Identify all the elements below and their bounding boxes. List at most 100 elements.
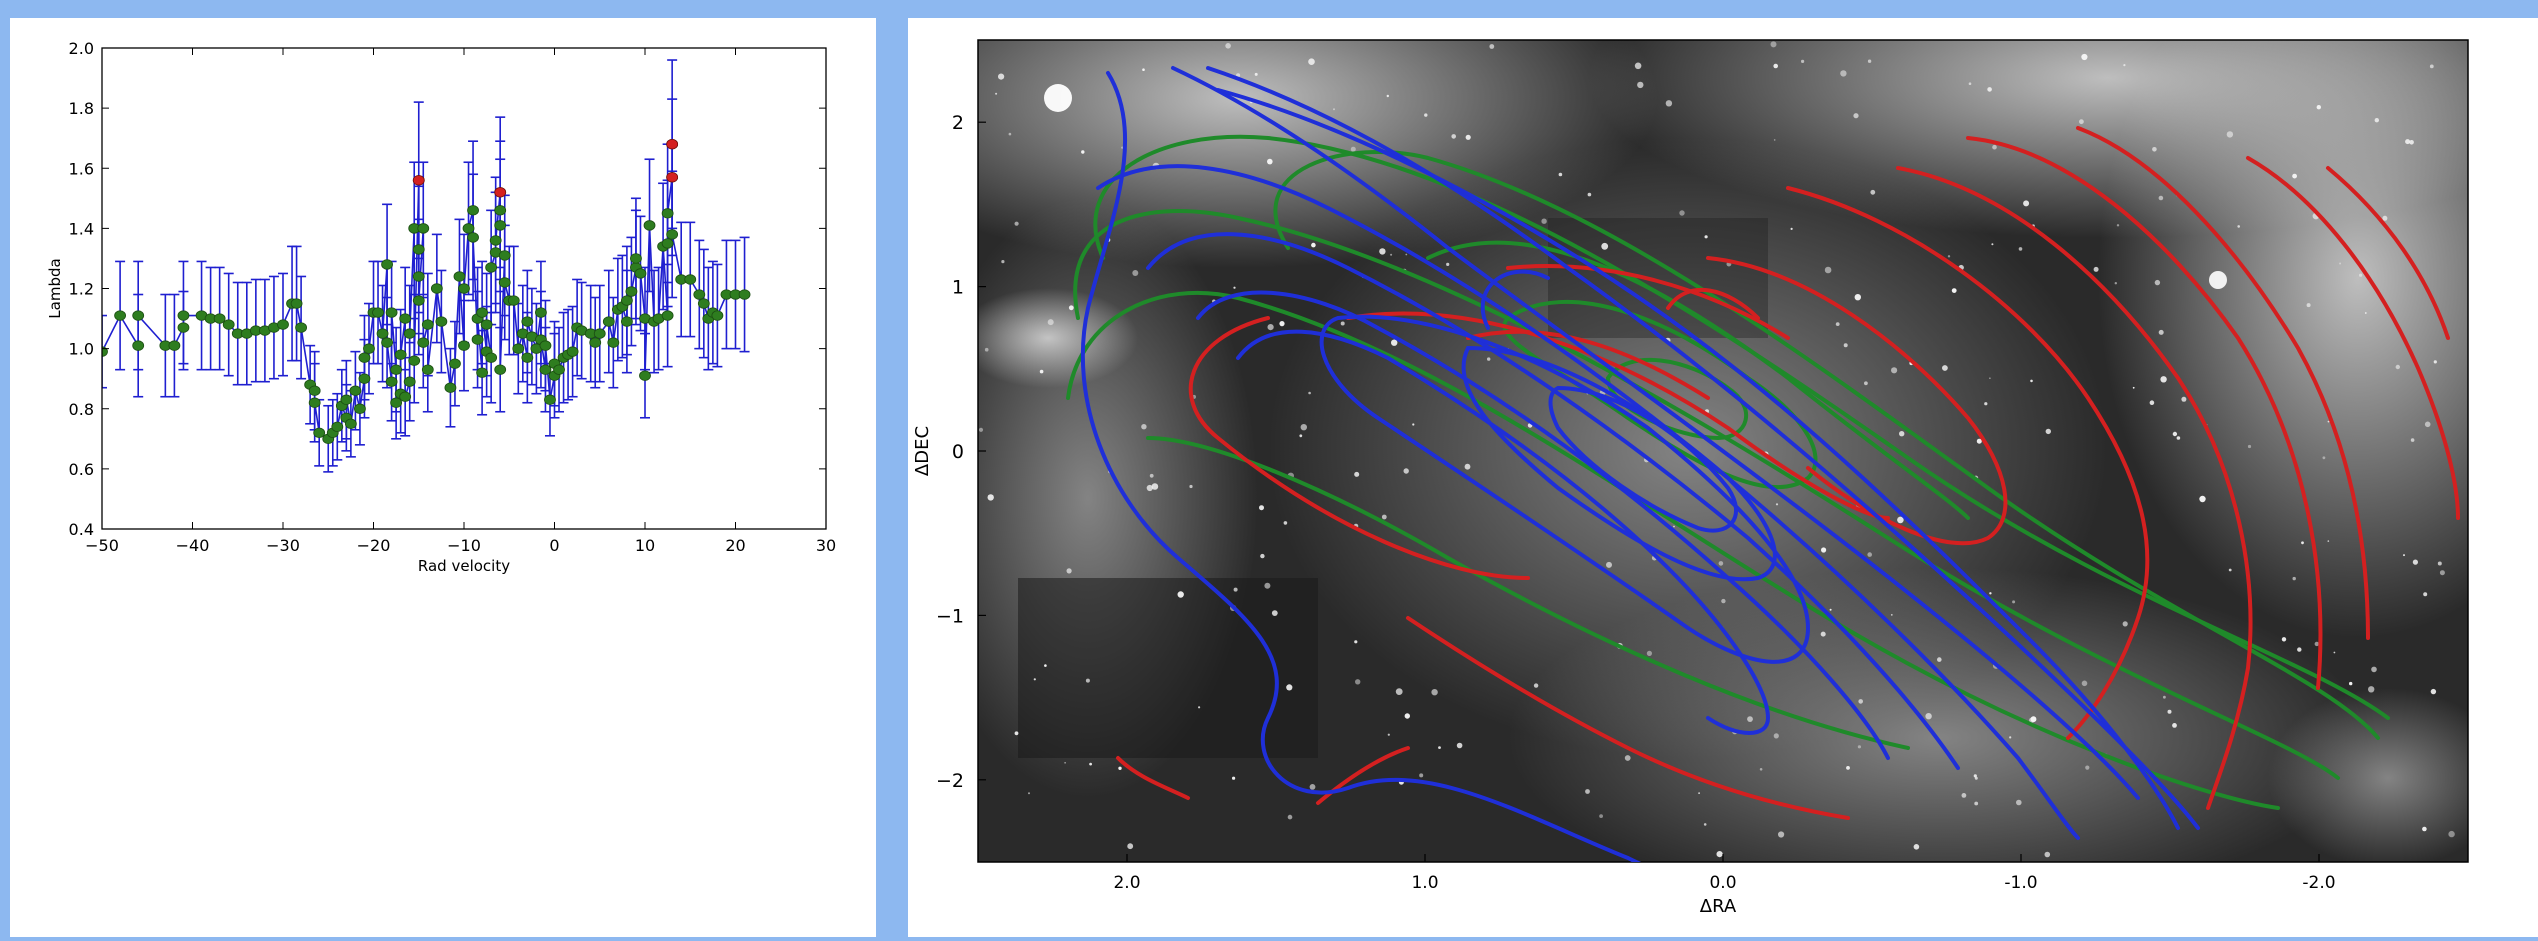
star [1770,41,1777,48]
star [1773,139,1776,141]
x-axis-label: Rad velocity [418,557,510,575]
y-tick-label: 1.4 [69,219,94,238]
data-point [417,337,430,348]
y-tick-label: 2 [952,112,964,134]
star [2349,681,2353,686]
star [1260,553,1265,559]
x-tick-label: −40 [176,536,210,555]
contour-lines [1066,66,2460,862]
star [2333,651,2336,654]
data-point [661,208,674,219]
red-contour [1896,166,2253,810]
x-tick-label: −20 [357,536,391,555]
star [2327,420,2330,423]
star [1858,699,1863,704]
red-contour [2076,126,2370,640]
data-point [399,313,412,324]
star [1716,851,1723,858]
data-point [313,427,326,439]
data-point [485,262,498,273]
data-point [354,403,366,414]
star [1987,87,1992,92]
data-point [494,205,507,216]
data-point [738,289,751,300]
star [1271,610,1278,616]
star [984,347,989,352]
star [1925,713,1932,720]
y-axis-label: Lambda [46,258,64,318]
star [2424,421,2431,428]
data-point [634,268,647,279]
red-contour [1188,316,1530,580]
left-chart-panel: −50 −40 −30 −20 −10 0 10 20 30 0.4 0.6 0.8 1.0 1.2 1.4… [10,18,876,937]
data-point [639,370,651,381]
data-point [114,310,126,321]
data-point [417,223,430,234]
star [2395,364,2400,370]
data-point [331,421,344,432]
star [1089,762,1092,766]
star [1424,113,1428,117]
star [1233,587,1238,592]
star [2163,695,2166,699]
star [1081,150,1085,154]
data-point [222,319,235,330]
data-point [458,340,470,351]
star [1599,814,1603,818]
star [2228,568,2232,572]
star [998,73,1005,80]
star [1679,210,1685,216]
star [2403,554,2405,557]
data-point [453,271,466,282]
star [1149,473,1154,478]
star [1132,270,1139,276]
star [2012,600,2016,604]
star [1403,468,1409,474]
star [2160,376,2167,383]
data-point [399,391,412,402]
data-point [539,364,552,375]
blue-contour [1216,88,2180,830]
data-point [177,322,190,333]
star [1225,43,1231,49]
star [1673,525,1675,528]
data-point [666,229,679,240]
data-point [476,307,489,318]
data-point [489,235,502,246]
star [1824,266,1832,274]
star [2297,647,2302,652]
star [2152,147,2157,152]
star [2316,105,2321,110]
star [1391,339,1398,346]
data-point [385,307,398,318]
data-point [498,277,511,288]
red-contour [2326,166,2450,340]
data-point [390,397,403,408]
data-point [412,295,425,306]
y-tick-label: −2 [936,770,964,792]
x-tick-label: 30 [816,536,836,555]
blue-contour [1146,232,1960,770]
star [2339,262,2342,265]
star [2045,428,2051,435]
star [1947,255,1951,258]
contour-axes: 2.0 1.0 0.0 -1.0 -2.0 2 1 0 −1 −2 ΔRA ΔDEC [912,112,2336,917]
star [1637,81,1644,89]
y-tick-label: 0.4 [69,520,94,539]
blue-contours [1080,66,2200,862]
red-contours [1116,126,2460,820]
data-point [412,244,425,255]
star [1299,434,1303,438]
star [1264,582,1271,589]
star [2114,282,2117,285]
data-point [132,340,145,351]
data-point [539,340,552,351]
data-point [711,310,724,321]
star [1820,631,1826,637]
star [2437,561,2442,566]
star [1446,262,1450,266]
data-point [376,328,389,339]
data-point [349,385,362,396]
star [2149,400,2155,406]
data-point [213,313,226,324]
